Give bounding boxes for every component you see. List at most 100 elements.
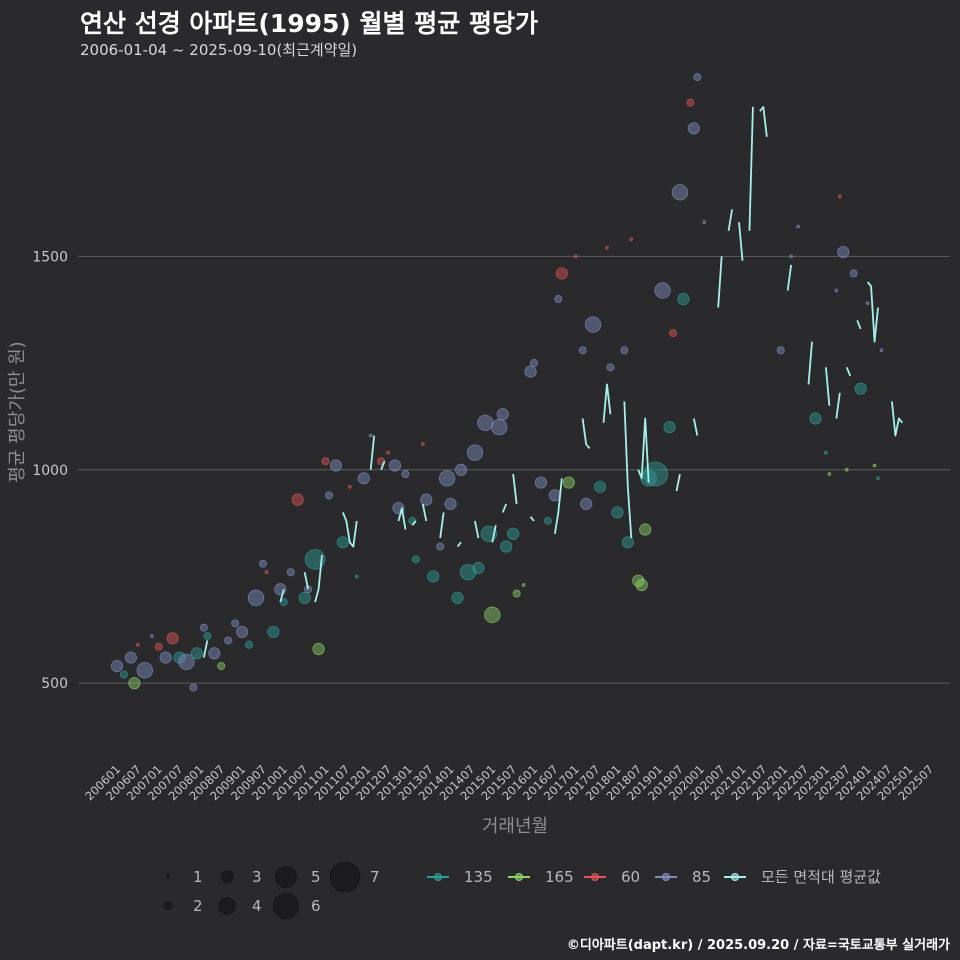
- y-tick-1500: 1500: [32, 249, 68, 265]
- average-line-segment-44: [501, 503, 508, 513]
- point-135-92: [643, 461, 669, 487]
- average-line-segment-71: [759, 106, 768, 137]
- point-85-56: [454, 463, 468, 476]
- point-85-14: [199, 623, 208, 632]
- average-line-segment-35: [421, 503, 428, 522]
- point-60-4: [135, 642, 140, 647]
- point-135-55: [451, 591, 464, 604]
- x-tick-labels: 2006012006072007012007072008012008072009…: [82, 762, 936, 803]
- average-line-segment-55: [602, 383, 612, 423]
- point-85-74: [554, 295, 563, 304]
- average-line-segment-68: [727, 209, 733, 231]
- point-135-86: [621, 536, 634, 549]
- point-135-27: [279, 598, 288, 607]
- average-line-segment-79: [835, 392, 841, 419]
- point-85-104: [796, 224, 800, 229]
- average-line-segment-84: [891, 401, 904, 437]
- point-85-117: [879, 348, 884, 353]
- chart-title: 연산 선경 아파트(1995) 월별 평균 평당가: [80, 9, 538, 38]
- point-135-72: [543, 516, 552, 525]
- point-135-57: [459, 563, 477, 581]
- size-legend-label-1: 1: [193, 868, 203, 886]
- series-legend-label-3: 85: [692, 868, 711, 886]
- point-85-99: [687, 122, 700, 135]
- point-85-100: [693, 73, 702, 82]
- point-85-41: [368, 433, 373, 438]
- series-legend-dot-1: [515, 873, 523, 881]
- average-line-segment-37: [439, 512, 445, 539]
- point-165-115: [872, 463, 877, 468]
- point-135-48: [411, 555, 420, 564]
- point-85-102: [776, 346, 785, 355]
- point-60-109: [837, 194, 842, 199]
- point-85-114: [865, 301, 870, 306]
- point-135-81: [593, 480, 607, 493]
- point-85-69: [524, 365, 537, 378]
- point-85-63: [491, 418, 508, 436]
- point-85-78: [578, 346, 587, 355]
- point-60-95: [669, 329, 678, 338]
- y-tick-1000: 1000: [32, 463, 68, 479]
- series-legend-label-1: 165: [545, 868, 574, 886]
- size-legend-dot-1: [166, 875, 170, 879]
- point-135-21: [245, 640, 254, 649]
- point-85-96: [671, 184, 689, 201]
- average-line-segment-47: [529, 516, 535, 522]
- point-165-68: [521, 583, 526, 587]
- point-60-77: [573, 254, 578, 259]
- average-line-segment-41: [474, 520, 480, 539]
- point-85-36: [329, 459, 343, 472]
- point-85-18: [224, 636, 233, 645]
- series-legend-label-0: 135: [464, 868, 493, 886]
- point-85-46: [401, 470, 410, 479]
- point-135-1: [119, 670, 128, 679]
- series-legend-dot-4: [731, 873, 739, 881]
- average-line-segment-25: [314, 555, 323, 603]
- point-85-6: [149, 634, 154, 639]
- point-85-79: [580, 497, 593, 511]
- point-135-84: [611, 506, 624, 519]
- point-85-19: [231, 619, 240, 628]
- average-line-segment-70: [748, 106, 754, 231]
- size-legend-dot-6: [272, 893, 299, 920]
- average-line-segment-53: [581, 418, 591, 449]
- point-85-70: [530, 359, 539, 368]
- point-135-113: [854, 382, 867, 395]
- average-line-segment-58: [637, 417, 650, 483]
- point-135-66: [507, 527, 520, 540]
- point-135-105: [809, 412, 822, 425]
- series-legend-label-4: 모든 면적대 평균값: [761, 868, 881, 886]
- point-85-83: [606, 363, 615, 372]
- y-axis-label: 평균 평당가(만 원): [7, 341, 28, 482]
- point-85-60: [477, 414, 494, 432]
- point-85-101: [702, 220, 707, 225]
- point-165-3: [128, 677, 141, 690]
- average-line-segment-64: [692, 418, 699, 436]
- point-60-29: [291, 493, 304, 506]
- average-line-segment-43: [491, 525, 497, 543]
- point-85-28: [286, 568, 295, 577]
- average-line-segment-11: [202, 640, 209, 658]
- point-165-62: [484, 606, 501, 624]
- y-tick-labels: 500 1000 1500: [32, 249, 68, 692]
- point-60-87: [629, 237, 634, 242]
- series-legend-dot-0: [434, 873, 442, 881]
- point-60-43: [386, 450, 390, 455]
- point-85-20: [236, 625, 249, 639]
- point-85-0: [110, 659, 124, 673]
- point-165-107: [827, 472, 832, 476]
- point-85-54: [444, 497, 457, 511]
- point-60-7: [154, 642, 163, 651]
- average-line-segment-33: [397, 507, 407, 530]
- average-line-segment-81: [856, 320, 862, 330]
- average-line-segment-28: [342, 512, 358, 548]
- average-line-segment-24: [303, 572, 310, 590]
- point-85-44: [388, 459, 402, 472]
- point-85-50: [420, 493, 433, 506]
- point-85-8: [159, 651, 172, 664]
- point-85-52: [436, 542, 445, 551]
- point-85-23: [258, 559, 267, 568]
- point-135-116: [876, 476, 880, 481]
- average-line-segment-57: [623, 401, 633, 539]
